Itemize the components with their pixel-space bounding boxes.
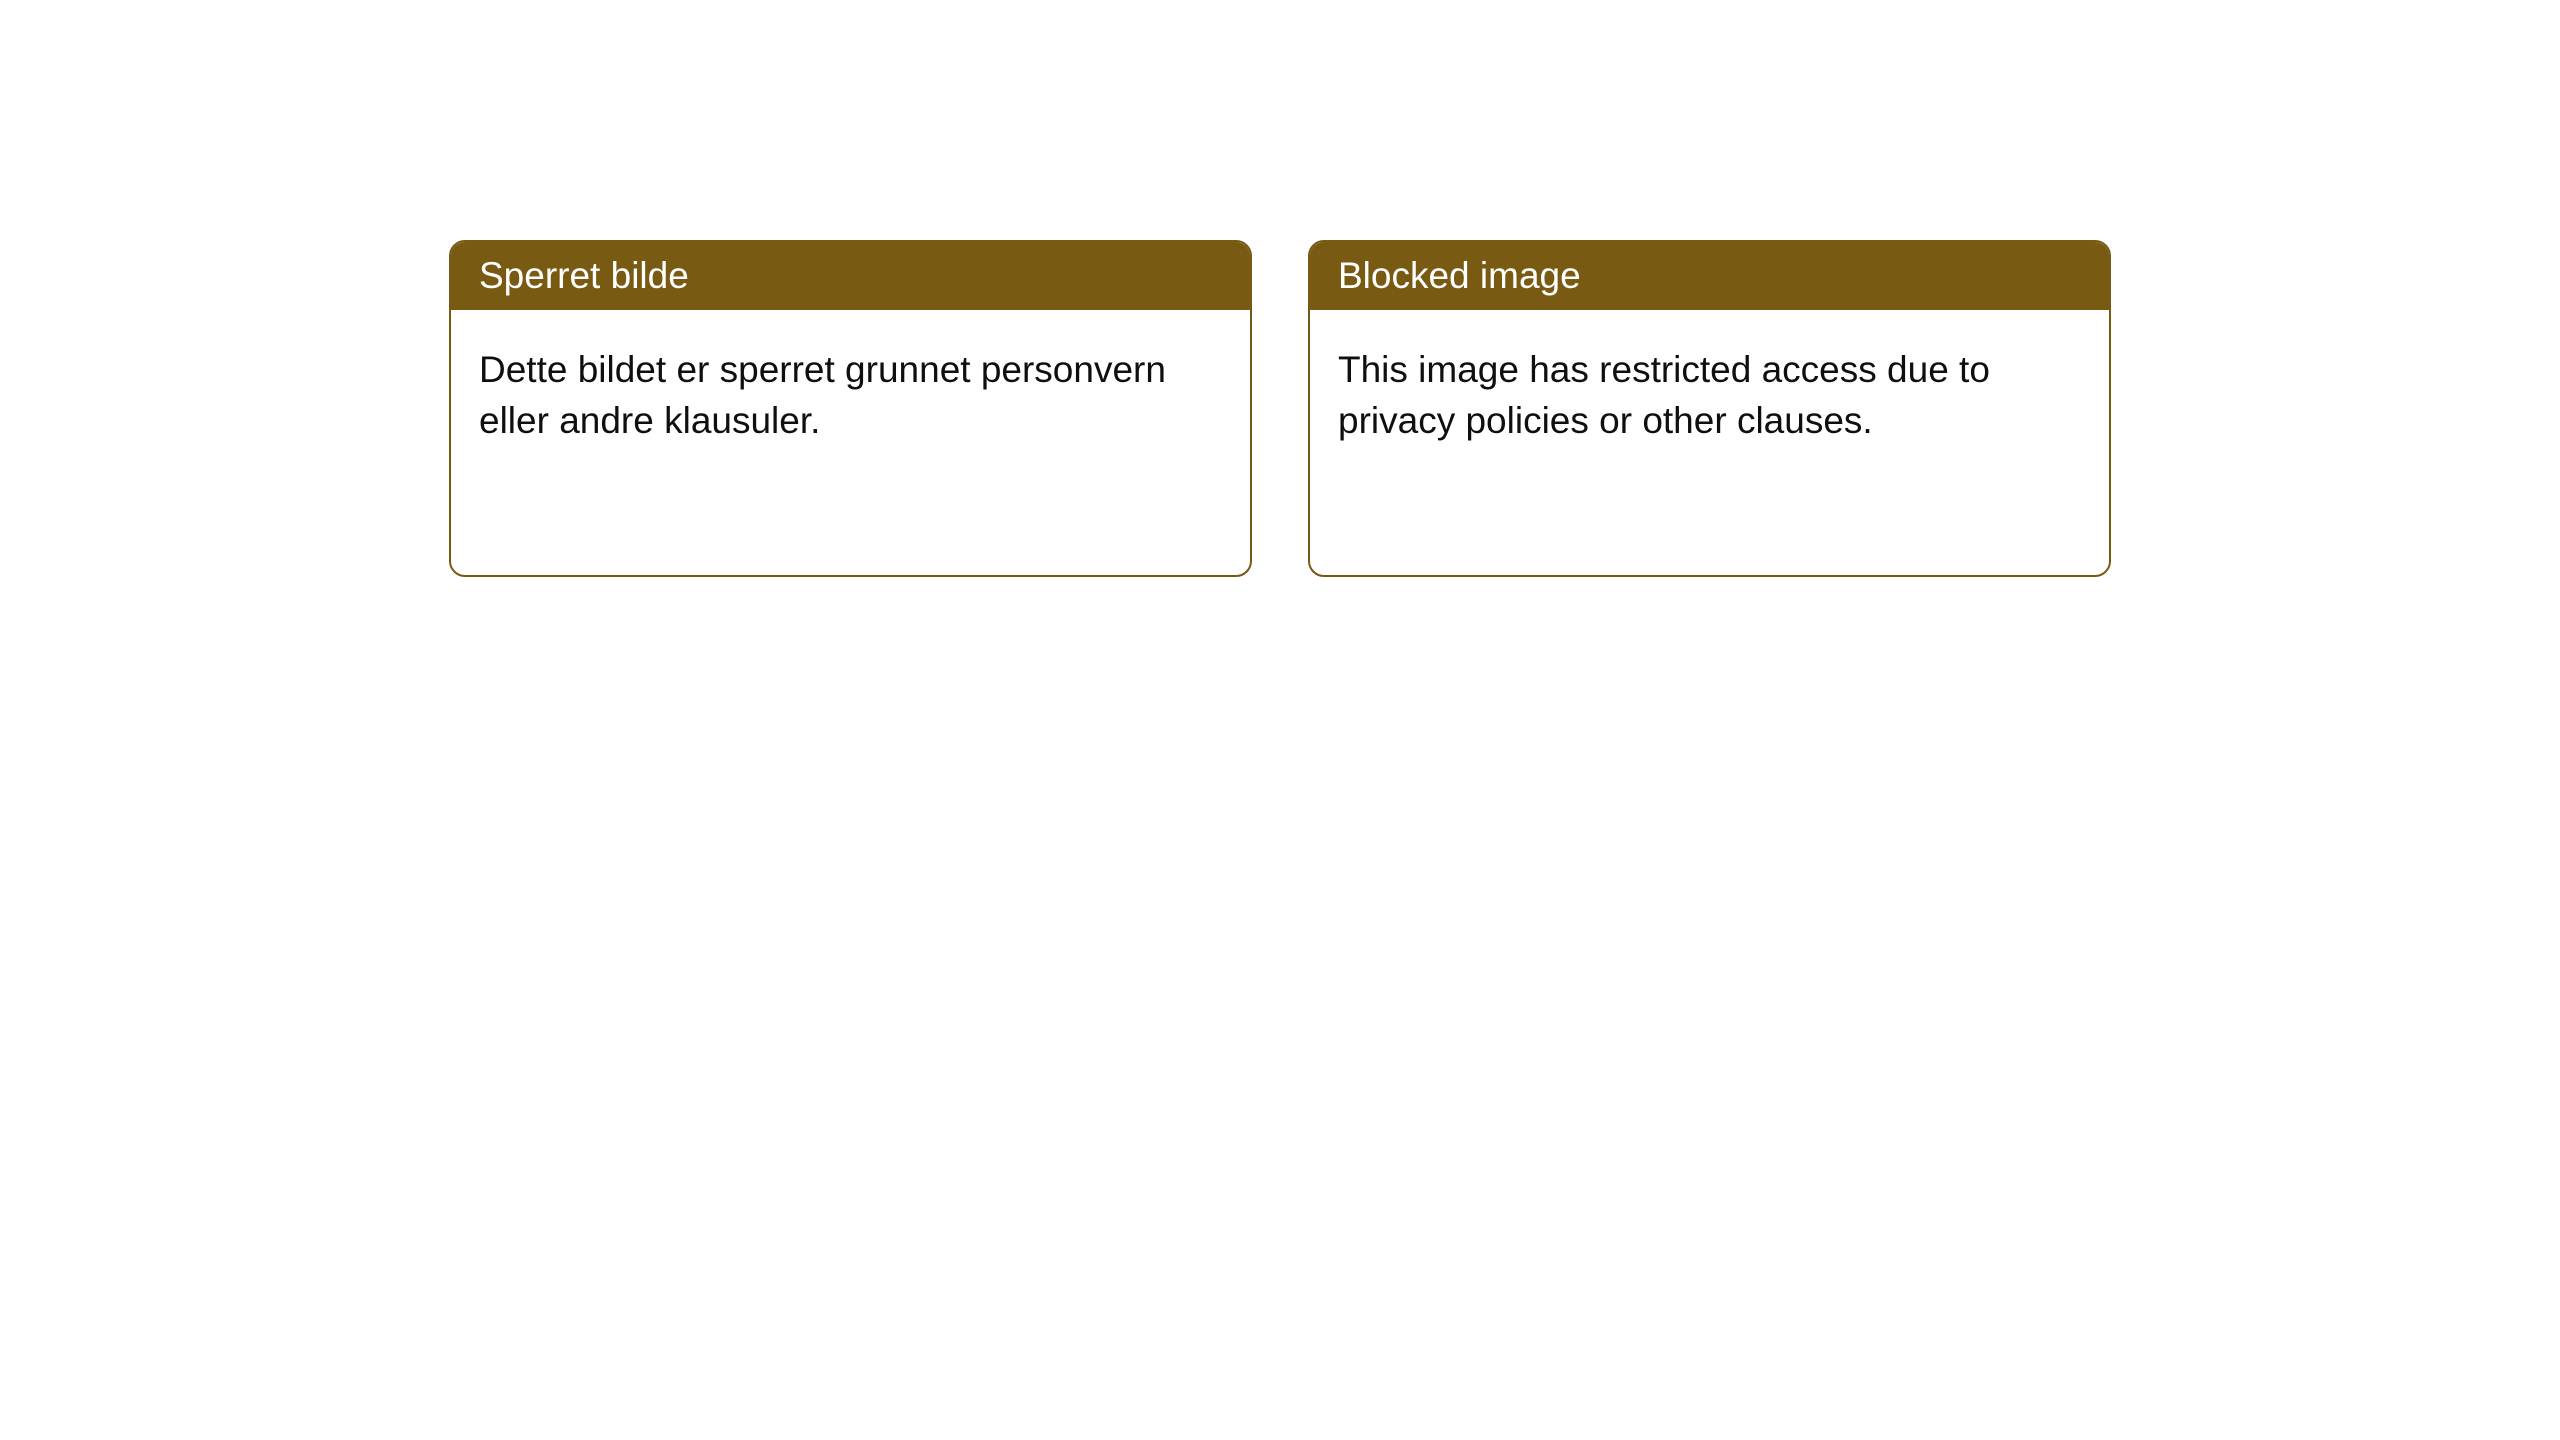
notice-body: Dette bildet er sperret grunnet personve… — [451, 310, 1250, 480]
notice-card-norwegian: Sperret bilde Dette bildet er sperret gr… — [449, 240, 1252, 577]
notice-container: Sperret bilde Dette bildet er sperret gr… — [449, 240, 2111, 577]
notice-body: This image has restricted access due to … — [1310, 310, 2109, 480]
notice-card-english: Blocked image This image has restricted … — [1308, 240, 2111, 577]
notice-title: Blocked image — [1310, 242, 2109, 310]
notice-title: Sperret bilde — [451, 242, 1250, 310]
